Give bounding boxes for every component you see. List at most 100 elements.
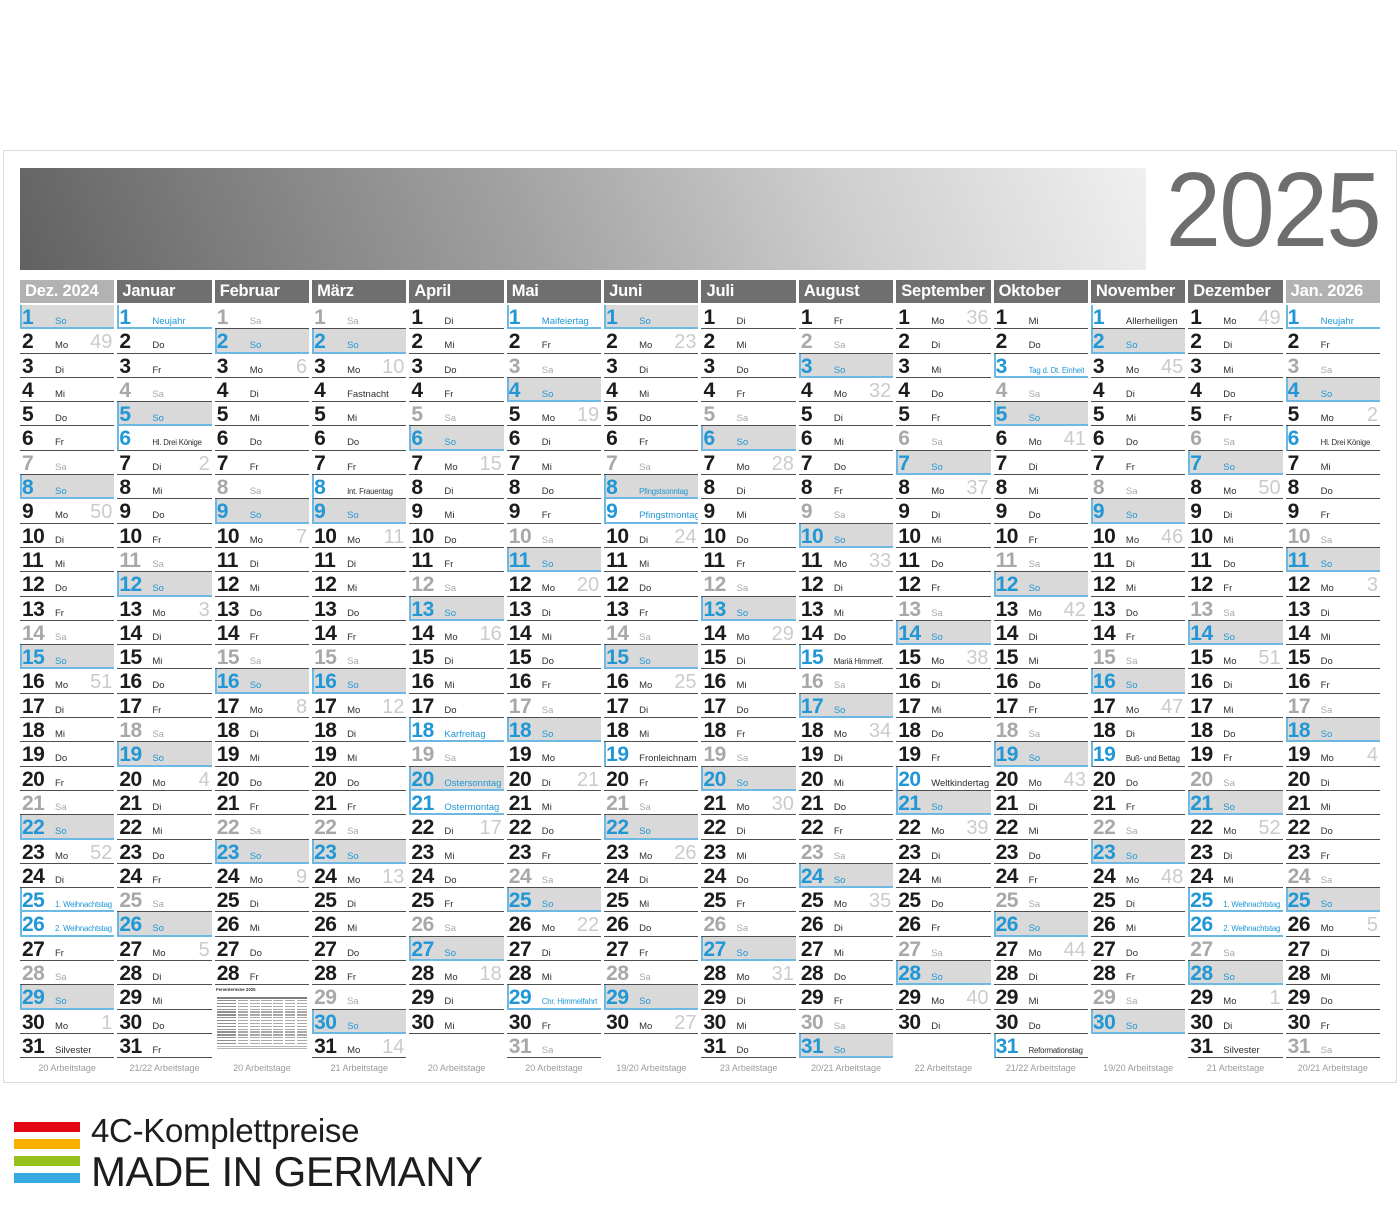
day-number: 7 xyxy=(1092,451,1105,475)
weekday-label: Mi xyxy=(1028,826,1039,838)
day-number: 16 xyxy=(411,670,434,694)
weekday-label: Do xyxy=(541,486,554,498)
day-row: 20 Do xyxy=(214,767,310,791)
weekday-label: Mo xyxy=(249,874,263,886)
weekday-label: Mi xyxy=(1223,534,1234,546)
day-row: 5 Mi xyxy=(312,402,407,427)
school-holidays-row xyxy=(216,1031,308,1033)
weekday-label: Sa xyxy=(1028,899,1041,911)
week-number: 52 xyxy=(1258,817,1281,840)
weekday-label: Mo xyxy=(931,486,945,498)
weekday-label: Di xyxy=(347,558,357,570)
day-number: 28 xyxy=(606,962,629,986)
day-row: 18 Mi xyxy=(20,718,115,743)
week-number: 8 xyxy=(295,695,308,718)
day-row: 20 Di 21 xyxy=(506,767,602,791)
school-holidays-cell xyxy=(216,1031,237,1033)
day-number: 3 xyxy=(995,354,1008,378)
day-row: 21 Fr xyxy=(1090,791,1186,816)
weekday-label: So xyxy=(55,996,67,1008)
day-number: 21 xyxy=(216,791,240,815)
week-number: 7 xyxy=(295,525,308,548)
day-row: 23 Di xyxy=(896,840,991,864)
day-row: 11 Di xyxy=(1090,548,1186,573)
holiday-label: Karfreitag xyxy=(444,729,486,741)
weekday-label: Di xyxy=(1125,729,1135,741)
day-number: 19 xyxy=(800,743,824,767)
month-header: August xyxy=(798,280,894,303)
day-row: 2 Mi xyxy=(409,329,504,354)
weekday-label: Mi xyxy=(249,413,260,425)
day-row: 13 Mo 3 xyxy=(117,597,212,621)
day-row: 10 Di xyxy=(20,524,115,548)
weekday-label: Do xyxy=(931,388,944,400)
weekday-label: So xyxy=(152,923,164,935)
day-number: 10 xyxy=(703,524,726,548)
day-number: 7 xyxy=(800,451,813,475)
day-row: 16 Di xyxy=(1188,669,1283,694)
day-row: 28 Mo 31 xyxy=(701,961,796,986)
day-number: 23 xyxy=(606,840,629,864)
workdays-label: 20 Arbeitstage xyxy=(233,1063,291,1073)
weekday-label: So xyxy=(55,316,67,327)
day-row: 16 Mi xyxy=(409,669,504,694)
weekday-label: Mi xyxy=(1320,801,1331,813)
weekday-label: Mo xyxy=(347,1044,361,1056)
school-holidays-cell xyxy=(261,1014,272,1016)
day-row: 7 Mo 28 xyxy=(701,451,796,476)
day-number: 26 xyxy=(898,913,921,937)
school-holidays-cell xyxy=(296,1005,308,1008)
day-row: 25 Di xyxy=(1090,888,1186,913)
day-row: 2 Sa xyxy=(798,329,894,354)
weekday-label: Sa xyxy=(1223,777,1235,789)
day-row: 25 Mi xyxy=(604,888,699,913)
day-number: 6 xyxy=(22,427,34,451)
day-row: 15 Sa xyxy=(214,645,310,670)
month-header: Februar xyxy=(214,280,310,303)
school-holidays-cell xyxy=(261,1031,272,1033)
weekday-label: Di xyxy=(55,874,64,886)
school-holidays-row xyxy=(216,1028,308,1030)
day-number: 8 xyxy=(22,476,34,500)
day-row: 22 So xyxy=(20,815,115,840)
day-number: 21 xyxy=(703,791,726,815)
weekday-label: Mo xyxy=(1028,947,1042,959)
weekday-label: Sa xyxy=(152,899,164,911)
day-number: 13 xyxy=(22,597,45,621)
day-row: 10 Fr xyxy=(993,524,1088,548)
day-number: 29 xyxy=(314,986,337,1010)
weekday-label: Mi xyxy=(249,753,260,765)
day-number: 22 xyxy=(1092,816,1116,840)
weekday-label: So xyxy=(444,437,457,449)
week-number: 3 xyxy=(1366,574,1378,597)
week-number: 38 xyxy=(966,647,989,670)
school-holidays-cell xyxy=(216,1005,237,1008)
day-row: 30 Fr xyxy=(1285,1010,1380,1034)
day-row: 13 Mo 42 xyxy=(993,597,1088,621)
weekday-label: Di xyxy=(541,607,551,619)
day-row: 13 So xyxy=(701,596,796,621)
day-row: 31 So xyxy=(798,1033,894,1059)
weekday-label: Do xyxy=(1125,947,1139,959)
day-row: 1 So xyxy=(604,305,699,330)
day-number: 22 xyxy=(898,816,921,840)
day-number: 19 xyxy=(1190,743,1213,767)
day-number: 31 xyxy=(1287,1034,1311,1058)
day-row: 31 Sa xyxy=(1285,1034,1380,1059)
day-number: 13 xyxy=(119,597,142,621)
day-number: 26 xyxy=(411,913,434,937)
day-row: 10 Mo 46 xyxy=(1090,524,1186,548)
week-number: 52 xyxy=(90,841,113,864)
day-row: 4 Mo 32 xyxy=(798,378,894,403)
weekday-label: Di xyxy=(55,364,64,376)
day-row: 2 Do xyxy=(117,329,212,354)
school-holidays-cell xyxy=(261,1025,272,1027)
day-row: 17 Mi xyxy=(896,694,991,719)
day-number: 11 xyxy=(1190,548,1212,572)
day-number: 4 xyxy=(800,378,813,402)
day-number: 10 xyxy=(1287,524,1311,548)
day-row: 13 Fr xyxy=(604,597,699,621)
week-number: 45 xyxy=(1161,355,1184,378)
day-number: 3 xyxy=(1092,354,1105,378)
day-number: 15 xyxy=(1287,646,1311,670)
